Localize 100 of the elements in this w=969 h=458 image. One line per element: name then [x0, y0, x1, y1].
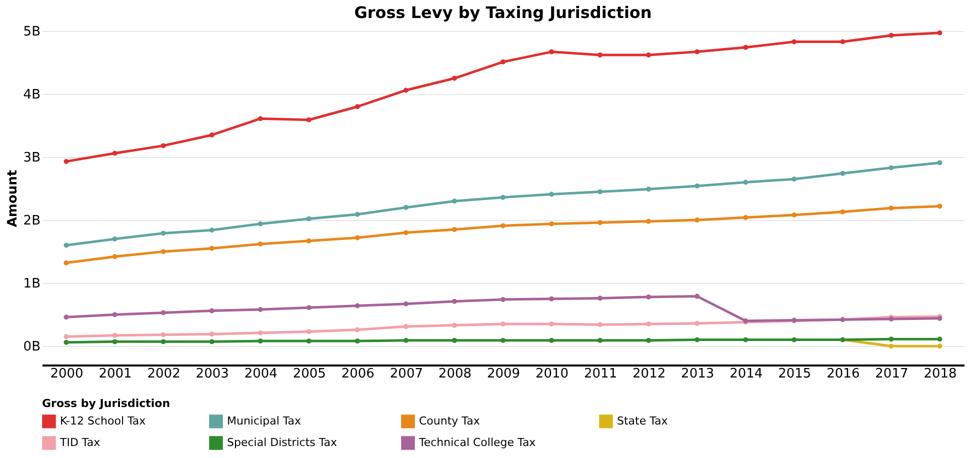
- point: [403, 230, 408, 236]
- x-tick-label: 2000: [50, 366, 84, 382]
- point: [888, 32, 894, 38]
- legend-label: State Tax: [617, 414, 668, 428]
- point: [354, 212, 360, 217]
- point: [694, 218, 700, 223]
- y-tick-label: 3B: [23, 150, 40, 166]
- point: [306, 238, 312, 244]
- point: [792, 212, 797, 218]
- point: [452, 298, 457, 304]
- point: [646, 52, 652, 58]
- point: [209, 332, 214, 337]
- point: [888, 206, 894, 211]
- legend-label: Special Districts Tax: [227, 436, 338, 449]
- point: [937, 204, 942, 209]
- point: [112, 254, 118, 260]
- point: [258, 221, 263, 226]
- x-tick-label: 2001: [98, 366, 132, 382]
- point: [549, 192, 554, 197]
- legend-label: TID Tax: [59, 436, 101, 449]
- x-tick-label: 2014: [730, 366, 763, 382]
- point: [840, 170, 846, 176]
- y-tick-label: 0B: [23, 340, 40, 355]
- x-tick-label: 2011: [584, 366, 618, 382]
- x-tick-label: 2006: [341, 366, 374, 382]
- point: [306, 216, 312, 222]
- point: [160, 249, 166, 254]
- point: [403, 204, 408, 210]
- point: [598, 52, 603, 58]
- x-tick-label: 2003: [196, 366, 229, 382]
- point: [354, 235, 360, 240]
- point: [743, 215, 748, 220]
- point: [64, 260, 69, 266]
- y-tick-label: 4B: [23, 88, 40, 103]
- legend-label: K-12 School Tax: [60, 414, 146, 428]
- point: [403, 301, 408, 306]
- point: [888, 344, 894, 349]
- point: [646, 186, 652, 192]
- point: [598, 296, 603, 301]
- point: [549, 49, 554, 54]
- point: [743, 180, 748, 185]
- point: [937, 336, 942, 342]
- point: [112, 150, 118, 156]
- x-tick-label: 2004: [244, 366, 278, 382]
- x-tick-label: 2013: [681, 366, 714, 382]
- point: [500, 194, 506, 200]
- point: [209, 339, 214, 344]
- point: [112, 236, 118, 242]
- point: [160, 310, 166, 316]
- point: [112, 312, 118, 318]
- legend-label: Municipal Tax: [227, 414, 302, 428]
- point: [598, 338, 603, 343]
- point: [452, 322, 457, 328]
- point: [452, 338, 457, 343]
- point: [792, 39, 797, 44]
- point: [500, 296, 506, 302]
- point: [209, 308, 214, 314]
- point: [598, 189, 603, 194]
- point: [112, 339, 118, 344]
- point: [258, 116, 263, 122]
- point: [452, 198, 457, 204]
- x-tick-label: 2017: [875, 366, 908, 382]
- point: [937, 344, 942, 349]
- point: [646, 338, 652, 343]
- point: [452, 227, 457, 232]
- point: [258, 330, 263, 336]
- point: [694, 49, 700, 54]
- point: [694, 294, 700, 299]
- x-tick-label: 2005: [292, 366, 326, 382]
- x-tick-label: 2015: [778, 366, 812, 382]
- point: [500, 223, 506, 228]
- y-axis-title: Amount: [5, 170, 20, 228]
- point: [646, 322, 652, 327]
- point: [500, 338, 506, 343]
- legend-label: County Tax: [419, 414, 480, 428]
- point: [160, 230, 166, 236]
- point: [549, 221, 554, 226]
- point: [792, 337, 797, 342]
- point: [64, 242, 69, 248]
- point: [694, 320, 700, 326]
- point: [598, 220, 603, 226]
- point: [258, 338, 263, 344]
- x-tick-label: 2012: [632, 366, 666, 382]
- point: [64, 340, 69, 345]
- point: [840, 39, 846, 44]
- y-tick-label: 1B: [23, 276, 40, 292]
- point: [743, 337, 748, 342]
- point: [160, 332, 166, 338]
- point: [354, 104, 360, 110]
- point: [354, 338, 360, 344]
- point: [160, 143, 166, 148]
- point: [792, 176, 797, 182]
- point: [209, 132, 214, 138]
- point: [306, 305, 312, 310]
- x-tick-label: 2008: [438, 366, 472, 382]
- x-tick-label: 2018: [924, 366, 957, 382]
- point: [888, 336, 894, 342]
- point: [64, 158, 69, 164]
- y-tick-label: 2B: [23, 214, 40, 229]
- point: [694, 184, 700, 189]
